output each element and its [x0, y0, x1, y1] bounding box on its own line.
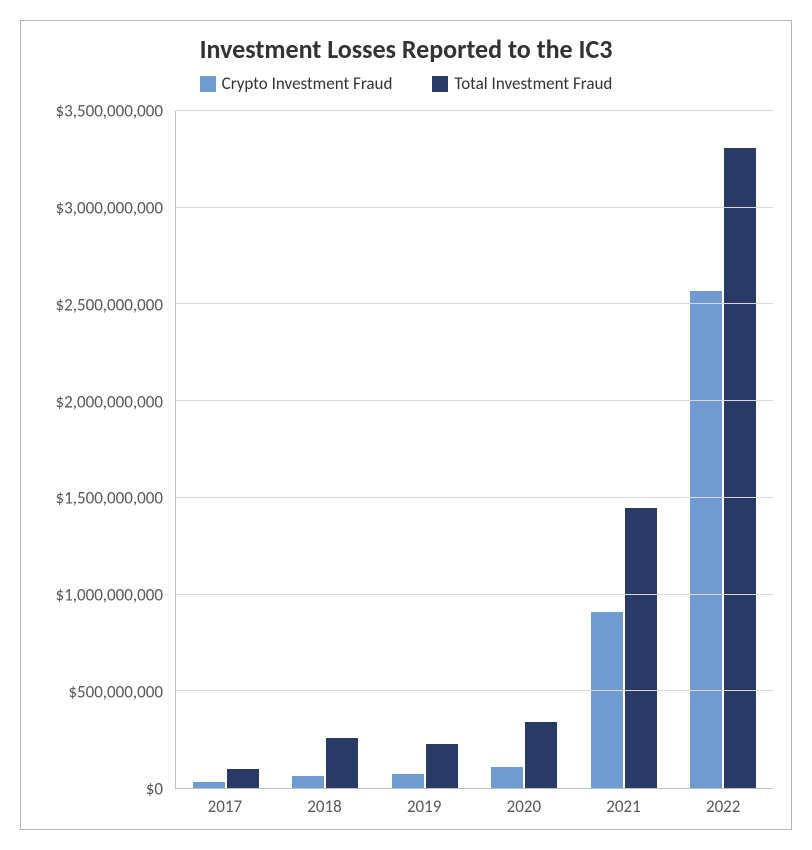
- legend-item-total: Total Investment Fraud: [432, 73, 612, 94]
- gridline: [176, 497, 773, 498]
- bar: [690, 291, 722, 788]
- bar-group: [176, 111, 276, 788]
- x-tick-label: 2018: [275, 796, 375, 817]
- y-tick-label: $3,500,000,000: [55, 101, 163, 122]
- bar: [625, 508, 657, 788]
- x-axis-labels: 201720182019202020212022: [175, 796, 773, 817]
- bar: [292, 776, 324, 788]
- y-tick-label: $0: [146, 779, 163, 800]
- legend-swatch-crypto: [200, 76, 216, 92]
- gridline: [176, 110, 773, 111]
- bar-group: [375, 111, 475, 788]
- chart-title: Investment Losses Reported to the IC3: [21, 21, 791, 69]
- gridline: [176, 594, 773, 595]
- y-tick-label: $2,000,000,000: [55, 391, 163, 412]
- legend: Crypto Investment Fraud Total Investment…: [21, 69, 791, 104]
- legend-item-crypto: Crypto Investment Fraud: [200, 73, 393, 94]
- legend-label-total: Total Investment Fraud: [454, 73, 612, 94]
- bar: [591, 612, 623, 788]
- y-tick-label: $3,000,000,000: [55, 197, 163, 218]
- bar: [426, 744, 458, 788]
- gridline: [176, 400, 773, 401]
- gridline: [176, 303, 773, 304]
- bar: [392, 774, 424, 788]
- bar-group: [475, 111, 575, 788]
- bar: [193, 782, 225, 788]
- y-tick-label: $500,000,000: [68, 682, 163, 703]
- bar: [326, 738, 358, 788]
- x-tick-label: 2020: [474, 796, 574, 817]
- bar: [525, 722, 557, 788]
- bar: [491, 767, 523, 788]
- bar: [724, 148, 756, 788]
- bar-group: [574, 111, 674, 788]
- y-tick-label: $2,500,000,000: [55, 294, 163, 315]
- chart-container: Investment Losses Reported to the IC3 Cr…: [20, 20, 792, 830]
- legend-swatch-total: [432, 76, 448, 92]
- x-tick-label: 2019: [374, 796, 474, 817]
- y-tick-label: $1,000,000,000: [55, 585, 163, 606]
- y-axis-labels: $0$500,000,000$1,000,000,000$1,500,000,0…: [29, 111, 169, 789]
- legend-label-crypto: Crypto Investment Fraud: [222, 73, 393, 94]
- bar-group: [674, 111, 774, 788]
- bar-groups: [176, 111, 773, 788]
- x-tick-label: 2022: [673, 796, 773, 817]
- plot-area: [175, 111, 773, 789]
- y-tick-label: $1,500,000,000: [55, 488, 163, 509]
- gridline: [176, 207, 773, 208]
- x-tick-label: 2021: [574, 796, 674, 817]
- bar-group: [276, 111, 376, 788]
- gridline: [176, 690, 773, 691]
- bar: [227, 769, 259, 788]
- x-tick-label: 2017: [175, 796, 275, 817]
- plot-wrap: $0$500,000,000$1,000,000,000$1,500,000,0…: [29, 111, 783, 789]
